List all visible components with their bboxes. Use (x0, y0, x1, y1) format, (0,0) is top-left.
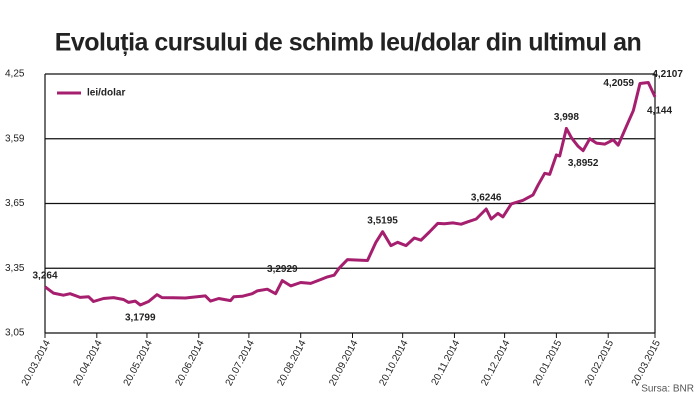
y-tick-label: 3,59 (5, 133, 25, 144)
data-label: 3,2929 (267, 264, 298, 275)
x-tick-label: 20.08.2014 (275, 338, 308, 388)
y-tick-label: 3,35 (5, 263, 25, 274)
x-tick-label: 20.05.2014 (122, 338, 155, 388)
data-label: 3,264 (32, 270, 57, 281)
x-tick-label: 20.03.2015 (630, 338, 663, 388)
y-tick-label: 3,65 (5, 198, 25, 209)
data-label: 4,144 (647, 106, 672, 117)
line (44, 81, 657, 307)
x-tick-label: 20.07.2014 (224, 338, 257, 388)
x-tick-label: 20.12.2014 (479, 338, 512, 388)
data-label: 3,998 (554, 112, 579, 123)
legend-label: lei/dolar (87, 88, 125, 99)
x-tick-label: 20.03.2014 (20, 338, 53, 388)
chart-title: Evoluția cursului de schimb leu/dolar di… (55, 29, 642, 57)
data-label: 3,1799 (125, 313, 156, 324)
x-tick-label: 20.11.2014 (430, 338, 463, 387)
y-tick-label: 4,25 (5, 69, 25, 80)
data-label: 3,8952 (568, 158, 599, 169)
data-label: 3,6246 (471, 193, 502, 204)
y-tick-label: 3,05 (5, 328, 25, 339)
data-label: 3,5195 (367, 215, 398, 226)
x-tick-label: 20.06.2014 (174, 338, 207, 388)
data-label: 4,2059 (603, 78, 634, 89)
x-tick-label: 20.01.2015 (531, 338, 564, 388)
data-label: 4,2107 (652, 69, 683, 80)
source: Sursa: BNR (641, 384, 694, 395)
x-tick-label: 20.09.2014 (327, 338, 360, 388)
x-tick-label: 20.04.2014 (72, 338, 105, 388)
x-tick-label: 20.10.2014 (377, 338, 410, 388)
x-tick-label: 20.02.2015 (583, 338, 616, 388)
